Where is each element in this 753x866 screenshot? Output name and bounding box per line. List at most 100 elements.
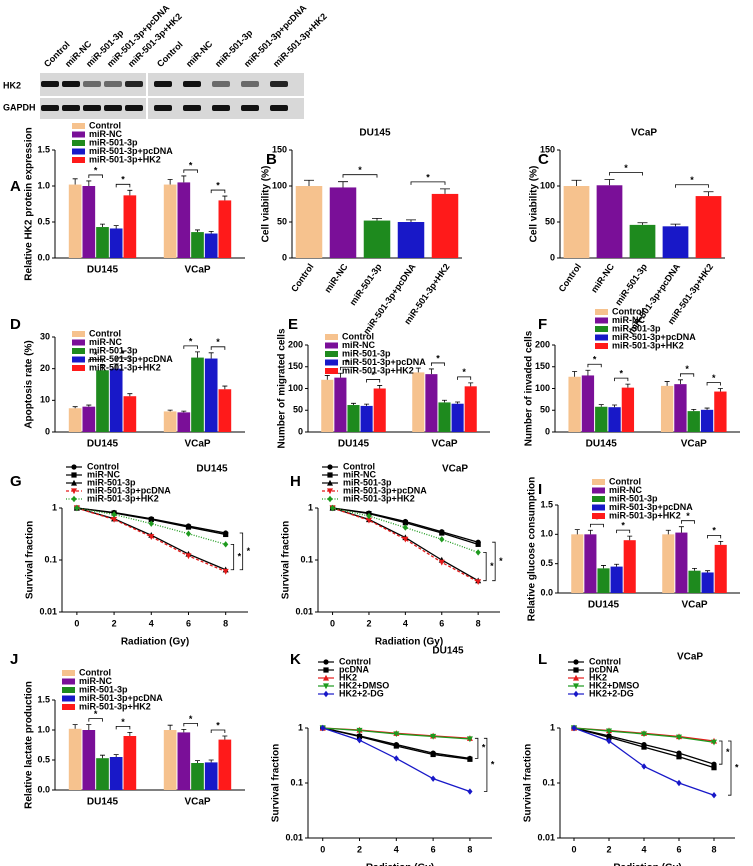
y-tick-label: 1.5 xyxy=(37,144,50,154)
legend-marker xyxy=(327,479,333,486)
y-tick-label: 0.01 xyxy=(295,606,313,616)
y-tick-label: 1 xyxy=(52,502,57,512)
marker xyxy=(676,734,682,741)
legend-label: Control xyxy=(87,461,119,471)
panel-letter: G xyxy=(10,473,22,490)
bar xyxy=(68,408,82,432)
y-tick-label: 0.5 xyxy=(540,558,553,568)
x-tick-label: DU145 xyxy=(87,439,119,450)
bar xyxy=(662,226,689,258)
significance-bracket xyxy=(616,529,631,534)
y-axis-label: Survival fraction xyxy=(271,744,282,822)
legend-label: Control xyxy=(589,656,621,666)
legend-marker xyxy=(573,667,579,673)
error-bar xyxy=(338,181,348,188)
y-tick-label: 20 xyxy=(40,363,50,373)
significance-label: * xyxy=(499,556,503,566)
significance-label: * xyxy=(685,364,689,374)
y-tick-label: 150 xyxy=(535,361,550,371)
legend-swatch xyxy=(592,504,605,511)
bar xyxy=(623,540,636,593)
legend-label: HK2+2-DG xyxy=(589,688,634,698)
significance-bracket xyxy=(614,377,629,382)
panel-letter: E xyxy=(288,316,298,333)
bar xyxy=(163,411,177,432)
bar xyxy=(695,196,722,258)
legend-label: miR-NC xyxy=(89,337,122,347)
band xyxy=(212,105,230,111)
x-tick-label: DU145 xyxy=(338,439,370,450)
error-bar xyxy=(222,735,228,740)
bar xyxy=(163,730,177,790)
legend-swatch xyxy=(72,140,85,146)
error-bar xyxy=(324,375,330,380)
error-bar xyxy=(222,195,228,201)
x-tick-label: DU145 xyxy=(588,600,620,611)
chart-title: VCaP xyxy=(631,128,657,139)
error-bar xyxy=(614,563,620,567)
significance-label: * xyxy=(491,759,495,769)
error-bar xyxy=(195,351,200,358)
significance-bracket xyxy=(719,740,723,765)
legend-label: miR-501-3p xyxy=(89,345,138,355)
error-bar xyxy=(167,179,173,185)
bar xyxy=(701,572,714,593)
bar xyxy=(218,200,232,258)
error-bar xyxy=(442,399,447,403)
legend-label: miR-501-3p+pcDNA xyxy=(343,485,427,495)
significance-bracket xyxy=(239,532,244,571)
marker xyxy=(365,517,372,524)
bar xyxy=(621,387,635,432)
legend-swatch xyxy=(325,342,338,349)
error-bar xyxy=(208,352,214,359)
y-tick-label: 0.1 xyxy=(542,777,555,787)
bar xyxy=(123,736,137,790)
bar xyxy=(660,385,674,432)
marker xyxy=(402,524,408,531)
y-tick-label: 1.5 xyxy=(540,499,553,509)
legend-label: miR-501-3p+pcDNA xyxy=(89,146,173,156)
y-axis-label: Number of invaded cells xyxy=(524,330,535,446)
error-bar xyxy=(181,410,187,413)
band xyxy=(212,81,230,87)
significance-bracket xyxy=(728,740,732,796)
significance-label: * xyxy=(345,358,349,368)
legend-label: pcDNA xyxy=(589,664,620,674)
x-tick-label: DU145 xyxy=(586,439,618,450)
significance-label: * xyxy=(712,373,716,383)
error-bar xyxy=(113,754,119,757)
bar xyxy=(412,372,425,432)
error-bar xyxy=(604,179,615,186)
marker xyxy=(223,531,229,538)
y-tick-label: 150 xyxy=(272,144,287,154)
significance-bracket xyxy=(183,345,198,349)
error-bar xyxy=(612,404,618,408)
y-tick-label: 100 xyxy=(272,180,287,190)
bar xyxy=(82,186,96,258)
x-tick-label: 8 xyxy=(711,844,716,854)
bar xyxy=(608,407,621,432)
legend-marker xyxy=(71,495,77,503)
significance-bracket xyxy=(88,174,103,178)
significance-label: * xyxy=(216,337,220,347)
y-tick-label: 10 xyxy=(40,395,50,405)
chart-title: DU145 xyxy=(196,464,228,475)
error-bar xyxy=(601,565,606,569)
y-tick-label: 1 xyxy=(308,502,313,512)
legend-swatch xyxy=(62,704,75,710)
marker xyxy=(606,737,612,745)
error-bar xyxy=(468,382,474,387)
bar xyxy=(204,358,218,432)
error-bar xyxy=(72,178,78,185)
legend-label: miR-501-3p+HK2 xyxy=(342,365,414,375)
y-axis-label: Cell viability (%) xyxy=(261,166,272,243)
error-bar xyxy=(72,724,78,729)
legend-label: Control xyxy=(343,461,375,471)
bar xyxy=(68,728,82,790)
bar xyxy=(431,193,459,258)
significance-label: * xyxy=(121,348,125,358)
marker xyxy=(641,731,647,738)
chart-title: VCaP xyxy=(677,652,703,663)
y-axis-label: Apoptosis rate (%) xyxy=(24,340,35,428)
